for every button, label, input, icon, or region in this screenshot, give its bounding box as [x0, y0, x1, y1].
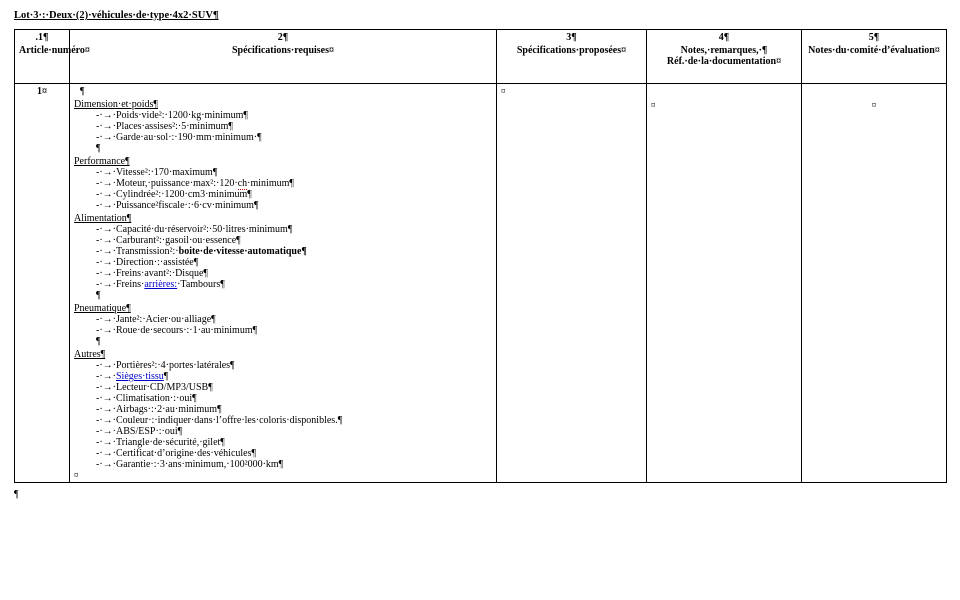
spec-item: -·→·Airbags·:·2·au·minimum¶: [74, 404, 492, 415]
header-label-5: Notes·du·comité·d’évaluation¤: [806, 45, 942, 56]
section-performance: Performance¶: [74, 156, 492, 167]
text: ·minimum¶: [247, 178, 294, 189]
header-spec-proposees: 3¶ Spécifications·proposées¤: [497, 30, 647, 84]
bold-text: boite·de·vitesse·automatique¶: [179, 246, 307, 257]
section-alimentation: Alimentation¶: [74, 213, 492, 224]
header-notes-comite: 5¶ Notes·du·comité·d’évaluation¤: [802, 30, 947, 84]
table-row: 1¤ ¶ Dimension·et·poids¶ -·→·Poids·vide²…: [15, 84, 947, 483]
header-num-5: 5¶: [806, 32, 942, 43]
header-article-numero: .1¶ Article·numéro¤: [15, 30, 70, 84]
spec-item: -·→·Puissance²fiscale·:·6·cv·minimum¶: [74, 200, 492, 211]
spec-item: -·→·Freins·arrières:·Tambours¶: [74, 279, 492, 290]
text: -·→·: [96, 371, 116, 382]
header-spec-requises: 2¶ Spécifications·requises¤: [70, 30, 497, 84]
spec-item: -·→·Garantie·:·3·ans·minimum,·100²000·km…: [74, 459, 492, 470]
grammar-link: arrières:: [144, 279, 177, 290]
cell-mark: ¤: [651, 100, 656, 110]
text: -·→·Freins·: [96, 279, 144, 290]
blank-para: ¶: [74, 86, 492, 97]
lot-title: Lot·3·:·Deux·(2)·véhicules·de·type·4x2·S…: [14, 10, 946, 21]
spec-item: -·→·Couleur·:·indiquer·dans·l’offre·les·…: [74, 415, 492, 426]
spec-item: -·→·Garde·au·sol·:·190·mm·minimum·¶: [74, 132, 492, 143]
text: ¶: [164, 371, 169, 382]
header-notes-remarques: 4¶ Notes,·remarques,·¶ Réf.·de·la·docume…: [647, 30, 802, 84]
cell-notes-comite: ¤: [802, 84, 947, 483]
header-label-2: Spécifications·requises¤: [74, 45, 492, 56]
text: ·Tambours¶: [177, 279, 225, 290]
blank-line: ¶: [74, 290, 492, 301]
header-label-4: Notes,·remarques,·¶ Réf.·de·la·documenta…: [651, 45, 797, 67]
header-label-3: Spécifications·proposées¤: [501, 45, 642, 56]
spec-item: -·→·Triangle·de·sécurité,·gilet¶: [74, 437, 492, 448]
header-num-3: 3¶: [501, 32, 642, 43]
spec-item: -·→·Portières²:·4·portes·latérales¶: [74, 360, 492, 371]
article-number: 1¤: [37, 86, 47, 97]
spec-item: -·→·Places·assises²:·5·minimum¶: [74, 121, 492, 132]
spec-item: -·→·ABS/ESP·:·oui¶: [74, 426, 492, 437]
trailing-paragraph: ¶: [14, 489, 946, 500]
header-num-4: 4¶: [651, 32, 797, 43]
grammar-link: Sièges·tissu: [116, 371, 164, 382]
blank-line: ¶: [74, 143, 492, 154]
spec-item: -·→·Lecteur·CD/MP3/USB¶: [74, 382, 492, 393]
spec-item: -·→·Moteur,·puissance·max²:·120·ch·minim…: [74, 178, 492, 189]
cell-mark: ¤: [872, 100, 877, 110]
section-dimension: Dimension·et·poids¶: [74, 99, 492, 110]
cell-mark: ¤: [501, 86, 506, 96]
table-header-row: .1¶ Article·numéro¤ 2¶ Spécifications·re…: [15, 30, 947, 84]
header-label-1: Article·numéro¤: [19, 45, 65, 56]
blank-line: ¶: [74, 336, 492, 347]
cell-notes-remarques: ¤: [647, 84, 802, 483]
section-pneumatique: Pneumatique¶: [74, 303, 492, 314]
spec-item: -·→·Capacité·du·réservoir²:·50·litres·mi…: [74, 224, 492, 235]
cell-end-mark: ¤: [74, 470, 492, 480]
spec-item: -·→·Direction·:·assistée¶: [74, 257, 492, 268]
spec-item: -·→·Roue·de·secours·:·1·au·minimum¶: [74, 325, 492, 336]
spec-item: -·→·Jante²:·Acier·ou·alliage¶: [74, 314, 492, 325]
cell-spec-proposees: ¤: [497, 84, 647, 483]
spec-item: -·→·Sièges·tissu¶: [74, 371, 492, 382]
header-num-1: .1¶: [19, 32, 65, 43]
spec-item: -·→·Carburant²:·gasoil·ou·essence¶: [74, 235, 492, 246]
spec-item: -·→·Certificat·d’origine·des·véhicules¶: [74, 448, 492, 459]
spec-item: -·→·Freins·avant²:·Disque¶: [74, 268, 492, 279]
spec-item: -·→·Transmission²:·boite·de·vitesse·auto…: [74, 246, 492, 257]
section-autres: Autres¶: [74, 349, 492, 360]
cell-article: 1¤: [15, 84, 70, 483]
header-num-2: 2¶: [74, 32, 492, 43]
spec-table: .1¶ Article·numéro¤ 2¶ Spécifications·re…: [14, 29, 947, 483]
text: -·→·Moteur,·puissance·max²:·120·: [96, 178, 238, 189]
spec-item: -·→·Cylindrée²:·1200·cm3·minimum¶: [74, 189, 492, 200]
cell-spec-requises: ¶ Dimension·et·poids¶ -·→·Poids·vide²:·1…: [70, 84, 497, 483]
spec-item: -·→·Poids·vide²:·1200·kg·minimum¶: [74, 110, 492, 121]
spec-item: -·→·Climatisation·:·oui¶: [74, 393, 492, 404]
spec-item: -·→·Vitesse²:·170·maximum¶: [74, 167, 492, 178]
text: -·→·Transmission²:·: [96, 246, 179, 257]
